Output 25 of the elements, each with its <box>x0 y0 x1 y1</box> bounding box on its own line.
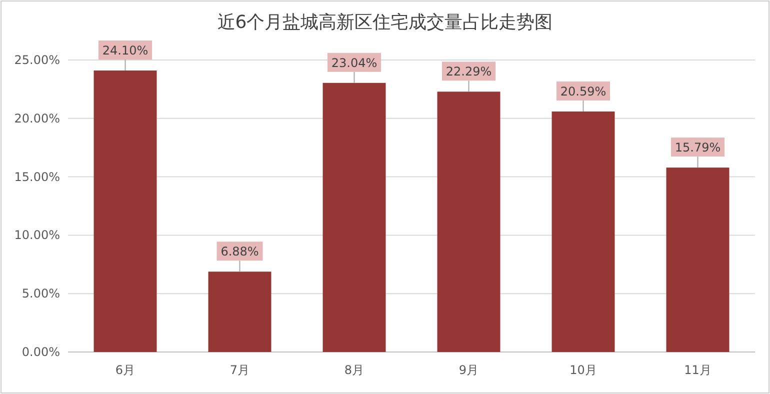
bar <box>666 168 730 352</box>
data-label: 6.88% <box>220 244 259 259</box>
y-tick-label: 5.00% <box>22 286 60 301</box>
chart-title: 近6个月盐城高新区住宅成交量占比走势图 <box>217 12 553 33</box>
data-label: 23.04% <box>331 56 378 70</box>
bar <box>322 82 386 352</box>
y-tick-label: 0.00% <box>22 345 60 359</box>
y-tick-label: 20.00% <box>14 111 60 126</box>
x-tick-label: 6月 <box>115 363 136 377</box>
bar <box>208 272 272 352</box>
data-label: 24.10% <box>102 44 148 58</box>
y-tick-label: 15.00% <box>14 170 60 184</box>
bar <box>552 112 615 352</box>
bar <box>94 70 157 352</box>
x-tick-label: 7月 <box>230 363 250 377</box>
x-tick-label: 10月 <box>570 363 597 377</box>
x-tick-label: 11月 <box>684 363 712 377</box>
data-label: 15.79% <box>674 140 721 155</box>
y-tick-label: 10.00% <box>14 228 60 242</box>
bar <box>437 92 500 352</box>
x-tick-label: 8月 <box>344 363 364 377</box>
data-label: 22.29% <box>446 64 492 79</box>
data-label: 20.59% <box>560 84 606 99</box>
y-tick-label: 25.00% <box>14 53 60 67</box>
x-tick-label: 9月 <box>458 363 479 377</box>
